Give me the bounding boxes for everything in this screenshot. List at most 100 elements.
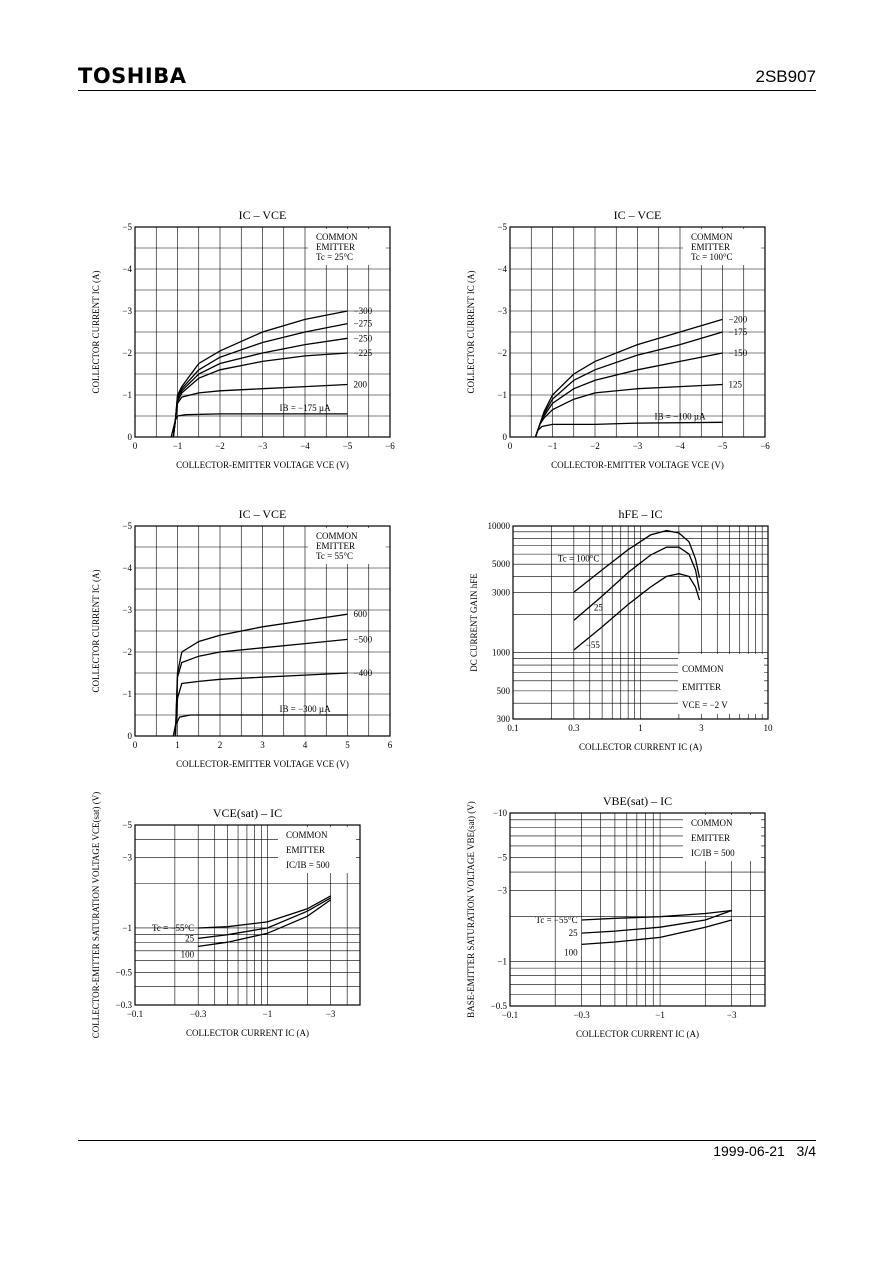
series-line bbox=[174, 638, 348, 737]
chart-title: IC – VCE bbox=[614, 208, 662, 222]
series-label: 125 bbox=[729, 380, 743, 390]
x-tick-label: 3 bbox=[699, 723, 704, 733]
y-tick-label: 0 bbox=[128, 731, 133, 741]
header-rule bbox=[78, 90, 816, 91]
y-axis-label: COLLECTOR CURRENT IC (A) bbox=[466, 271, 476, 394]
plot-frame bbox=[134, 226, 391, 438]
x-tick-label: −0.1 bbox=[502, 1010, 518, 1020]
x-tick-label: 0 bbox=[508, 441, 513, 451]
x-tick-label: −0.3 bbox=[190, 1009, 207, 1019]
x-tick-label: 3 bbox=[260, 740, 265, 750]
series-label: −175 bbox=[729, 327, 748, 337]
x-axis-label: COLLECTOR CURRENT IC (A) bbox=[579, 742, 702, 752]
y-tick-label: −3 bbox=[497, 306, 507, 316]
series-line bbox=[198, 899, 331, 948]
series-line bbox=[573, 529, 701, 593]
series-label: 25 bbox=[185, 933, 195, 943]
y-tick-label: −3 bbox=[122, 306, 132, 316]
y-tick-label: 10000 bbox=[488, 521, 511, 531]
series-line bbox=[170, 413, 348, 438]
x-tick-label: 2 bbox=[218, 740, 223, 750]
annotation-text: COMMON bbox=[316, 232, 358, 242]
series-line bbox=[174, 613, 348, 737]
y-tick-label: −5 bbox=[122, 222, 132, 232]
x-tick-label: −0.3 bbox=[573, 1010, 590, 1020]
series-line bbox=[573, 573, 701, 651]
y-tick-label: −0.3 bbox=[116, 1000, 133, 1010]
annotation-bg bbox=[678, 654, 764, 714]
x-tick-label: 0 bbox=[133, 740, 138, 750]
x-tick-label: −6 bbox=[385, 441, 395, 451]
annotation-text: IC/IB = 500 bbox=[286, 860, 330, 870]
x-tick-label: 5 bbox=[345, 740, 350, 750]
series-label: Tc = −55°C bbox=[535, 915, 577, 925]
y-tick-label: −5 bbox=[122, 820, 132, 830]
series-line bbox=[198, 895, 331, 929]
annotation-text: EMITTER bbox=[316, 541, 355, 551]
series-line bbox=[573, 546, 701, 621]
x-tick-label: −0.1 bbox=[127, 1009, 143, 1019]
annotation-text: VCE = −2 V bbox=[682, 700, 728, 710]
y-axis-label: BASE-EMITTER SATURATION VOLTAGE VBE(sat)… bbox=[466, 801, 476, 1018]
y-tick-label: −1 bbox=[122, 390, 132, 400]
series-label: Tc = 100°C bbox=[558, 553, 600, 563]
series-label: 25 bbox=[594, 602, 604, 612]
x-tick-label: 1 bbox=[175, 740, 180, 750]
annotation-text: COMMON bbox=[691, 232, 733, 242]
annotation-text: COMMON bbox=[691, 818, 733, 828]
y-tick-label: 0 bbox=[128, 432, 133, 442]
series-line bbox=[581, 909, 732, 921]
series-label: −400 bbox=[354, 668, 373, 678]
footer-page: 3/4 bbox=[796, 1143, 816, 1159]
y-tick-label: −1 bbox=[497, 390, 507, 400]
footer-date: 1999-06-21 bbox=[713, 1143, 785, 1159]
y-tick-label: −2 bbox=[122, 348, 132, 358]
series-label: 600 bbox=[354, 609, 368, 619]
series-line bbox=[581, 909, 732, 934]
y-tick-label: 500 bbox=[497, 686, 511, 696]
series-label: 100 bbox=[564, 947, 578, 957]
annotation-text: IC/IB = 500 bbox=[691, 848, 735, 858]
y-axis-label: DC CURRENT GAIN hFE bbox=[469, 573, 479, 672]
y-axis-label: COLLECTOR-EMITTER SATURATION VOLTAGE VCE… bbox=[91, 792, 101, 1038]
footer-date-page: 1999-06-21 3/4 bbox=[713, 1143, 816, 1159]
series-label: IB = −300 µA bbox=[280, 704, 332, 714]
x-tick-label: −1 bbox=[548, 441, 558, 451]
series-label: 200 bbox=[354, 380, 368, 390]
x-tick-label: −5 bbox=[343, 441, 353, 451]
y-tick-label: 0 bbox=[503, 432, 508, 442]
x-tick-label: 1 bbox=[638, 723, 643, 733]
x-tick-label: −3 bbox=[633, 441, 643, 451]
chart-6: COMMON EMITTER IC/IB = 500 Tc = −55°C 25 100 −… bbox=[466, 794, 766, 1039]
chart-title: VCE(sat) – IC bbox=[213, 806, 282, 820]
plot-frame bbox=[134, 525, 391, 737]
x-axis-label: COLLECTOR CURRENT IC (A) bbox=[576, 1029, 699, 1039]
footer-rule bbox=[78, 1140, 816, 1141]
x-tick-label: −1 bbox=[173, 441, 183, 451]
plot-frame bbox=[134, 824, 361, 1006]
series-label: 100 bbox=[181, 949, 195, 959]
annotation-bg bbox=[278, 827, 356, 873]
series-label: −500 bbox=[354, 634, 373, 644]
y-tick-label: −1 bbox=[122, 689, 132, 699]
series-label: −55 bbox=[586, 640, 601, 650]
plot-frame bbox=[509, 812, 766, 1007]
x-tick-label: −3 bbox=[727, 1010, 737, 1020]
x-tick-label: −1 bbox=[263, 1009, 273, 1019]
x-axis-label: COLLECTOR-EMITTER VOLTAGE VCE (V) bbox=[176, 759, 349, 769]
annotation-text: COMMON bbox=[286, 830, 328, 840]
series-line bbox=[172, 383, 348, 438]
y-tick-label: −0.5 bbox=[116, 967, 133, 977]
x-tick-label: −4 bbox=[675, 441, 685, 451]
annotation-text: EMITTER bbox=[691, 242, 730, 252]
annotation-text: EMITTER bbox=[316, 242, 355, 252]
brand-logo: TOSHIBA bbox=[78, 64, 187, 88]
y-tick-label: 5000 bbox=[492, 559, 511, 569]
series-label: −150 bbox=[729, 348, 748, 358]
y-tick-label: −3 bbox=[122, 853, 132, 863]
series-line bbox=[581, 919, 732, 946]
chart-title: hFE – IC bbox=[618, 507, 662, 521]
x-axis-label: COLLECTOR-EMITTER VOLTAGE VCE (V) bbox=[551, 460, 724, 470]
series-line bbox=[174, 672, 348, 737]
